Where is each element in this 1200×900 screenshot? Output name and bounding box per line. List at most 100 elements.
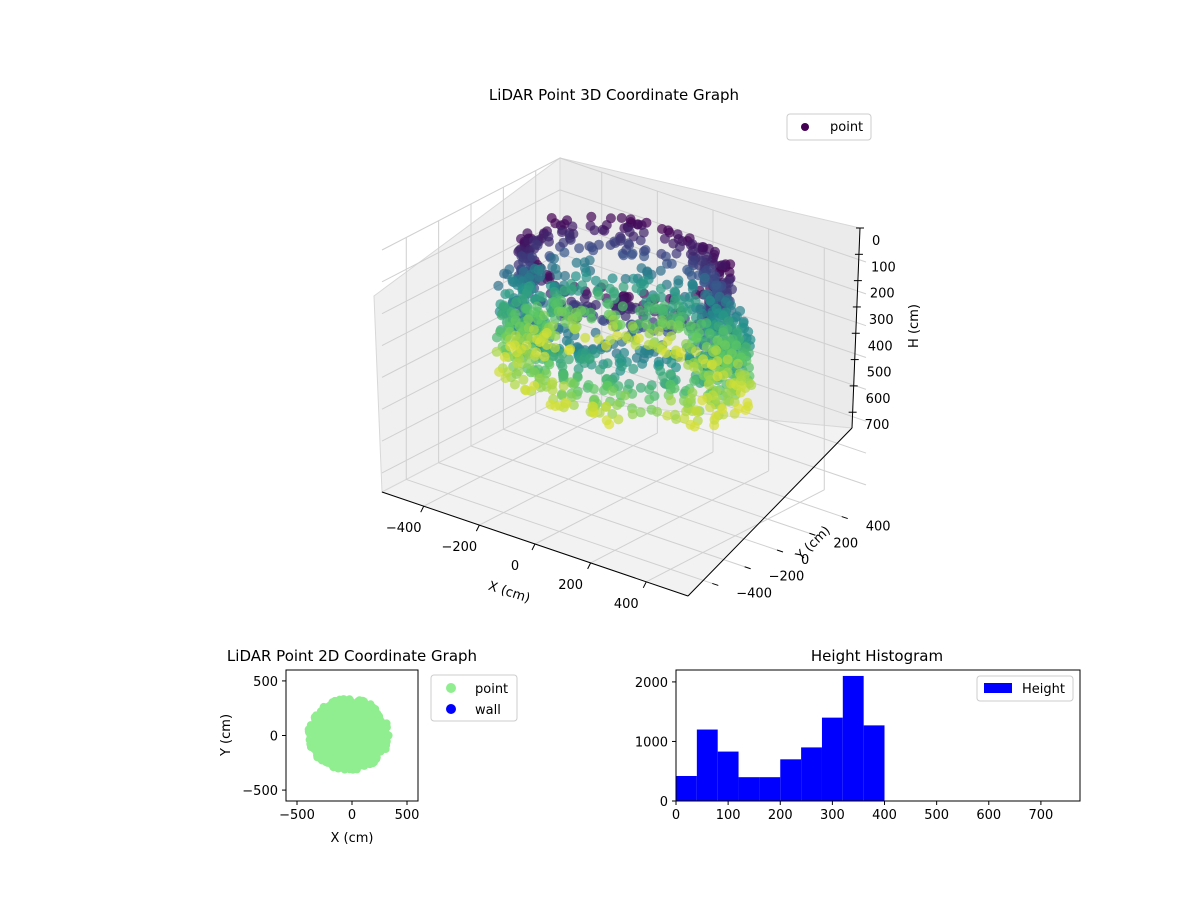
data-point-3d bbox=[713, 336, 723, 346]
data-point-3d bbox=[662, 411, 672, 421]
data-point-3d bbox=[594, 240, 604, 250]
data-point-3d bbox=[665, 369, 675, 379]
data-point-2d bbox=[331, 763, 339, 771]
data-point-3d bbox=[638, 276, 648, 286]
data-point-3d bbox=[567, 221, 577, 231]
y-tick-label-3d: −400 bbox=[736, 586, 772, 601]
data-point-3d bbox=[571, 271, 581, 281]
y-axis-label-2d: Y (cm) bbox=[219, 714, 234, 757]
data-point-3d bbox=[599, 279, 609, 289]
x-tick-mark bbox=[643, 582, 646, 588]
y-tick-label-hist: 1000 bbox=[635, 735, 668, 750]
legend-2d-label-point: point bbox=[475, 682, 508, 697]
histogram-bar bbox=[864, 725, 885, 801]
data-point-3d bbox=[688, 239, 698, 249]
data-point-3d bbox=[698, 354, 708, 364]
data-point-3d bbox=[704, 370, 714, 380]
data-point-3d bbox=[684, 267, 694, 277]
data-point-3d bbox=[692, 407, 702, 417]
data-point-3d bbox=[712, 356, 722, 366]
data-point-3d bbox=[688, 256, 698, 266]
x-axis-label-3d: X (cm) bbox=[486, 579, 532, 607]
data-point-2d bbox=[372, 737, 380, 745]
data-point-2d bbox=[315, 738, 323, 746]
data-point-3d bbox=[663, 336, 673, 346]
data-point-3d bbox=[656, 266, 666, 276]
data-point-3d bbox=[516, 251, 526, 261]
chart-3d-title: LiDAR Point 3D Coordinate Graph bbox=[489, 86, 739, 104]
data-point-3d bbox=[689, 362, 699, 372]
y-tick-label-2d: −500 bbox=[242, 784, 278, 799]
data-point-3d bbox=[697, 256, 707, 266]
data-point-2d bbox=[325, 743, 333, 751]
data-point-3d bbox=[522, 341, 532, 351]
data-point-3d bbox=[557, 307, 567, 317]
data-point-3d bbox=[666, 396, 676, 406]
data-point-3d bbox=[635, 306, 645, 316]
data-point-3d bbox=[580, 333, 590, 343]
data-point-3d bbox=[718, 327, 728, 337]
data-point-2d bbox=[328, 709, 336, 717]
x-tick-mark bbox=[532, 544, 535, 550]
data-point-3d bbox=[655, 366, 665, 376]
data-point-3d bbox=[493, 281, 503, 291]
data-point-3d bbox=[529, 325, 539, 335]
data-point-3d bbox=[603, 358, 613, 368]
data-point-3d bbox=[676, 347, 686, 357]
data-point-3d bbox=[532, 301, 542, 311]
data-point-3d bbox=[705, 402, 715, 412]
data-point-3d bbox=[659, 301, 669, 311]
data-point-3d bbox=[628, 249, 638, 259]
x-tick-label-2d: 500 bbox=[395, 808, 420, 823]
data-point-3d bbox=[623, 238, 633, 248]
data-point-2d bbox=[324, 719, 332, 727]
data-point-3d bbox=[721, 307, 731, 317]
data-point-3d bbox=[585, 354, 595, 364]
legend-histogram-label: Height bbox=[1022, 682, 1065, 697]
x-tick-label-hist: 300 bbox=[820, 808, 845, 823]
chart-3d: LiDAR Point 3D Coordinate Graph −400−200… bbox=[374, 86, 922, 612]
data-point-3d bbox=[574, 243, 584, 253]
data-point-3d bbox=[499, 301, 509, 311]
z-axis-label-3d: H (cm) bbox=[907, 304, 922, 348]
data-point-3d bbox=[639, 228, 649, 238]
data-point-3d bbox=[672, 249, 682, 259]
data-point-3d bbox=[661, 252, 671, 262]
data-point-3d bbox=[619, 282, 629, 292]
data-point-3d bbox=[527, 252, 537, 262]
data-point-3d bbox=[636, 407, 646, 417]
data-point-2d bbox=[353, 765, 361, 773]
x-tick-label-3d: 200 bbox=[558, 578, 583, 593]
data-point-3d bbox=[589, 384, 599, 394]
histogram-bar bbox=[801, 747, 822, 801]
data-point-3d bbox=[705, 296, 715, 306]
data-point-3d bbox=[494, 367, 504, 377]
data-point-3d bbox=[612, 400, 622, 410]
data-point-3d bbox=[687, 279, 697, 289]
data-point-3d bbox=[641, 320, 651, 330]
data-point-3d bbox=[518, 375, 528, 385]
y-tick-label-hist: 0 bbox=[660, 795, 668, 810]
data-point-3d bbox=[656, 284, 666, 294]
data-point-2d bbox=[375, 721, 383, 729]
data-point-3d bbox=[637, 359, 647, 369]
data-point-2d bbox=[324, 759, 332, 767]
data-point-3d bbox=[628, 274, 638, 284]
data-point-3d bbox=[673, 275, 683, 285]
data-point-3d bbox=[742, 398, 752, 408]
data-point-2d bbox=[376, 744, 384, 752]
data-point-3d bbox=[562, 399, 572, 409]
data-point-3d bbox=[711, 280, 721, 290]
data-point-3d bbox=[511, 331, 521, 341]
data-point-3d bbox=[613, 414, 623, 424]
chart-2d-title: LiDAR Point 2D Coordinate Graph bbox=[227, 647, 477, 665]
data-point-3d bbox=[570, 324, 580, 334]
data-point-3d bbox=[700, 273, 710, 283]
x-tick-label-hist: 0 bbox=[672, 808, 680, 823]
y-tick-mark bbox=[712, 583, 718, 585]
data-point-3d bbox=[504, 264, 514, 274]
data-point-3d bbox=[607, 386, 617, 396]
data-point-3d bbox=[586, 308, 596, 318]
y-tick-label-3d: 200 bbox=[833, 536, 858, 551]
y-tick-mark bbox=[745, 567, 751, 569]
